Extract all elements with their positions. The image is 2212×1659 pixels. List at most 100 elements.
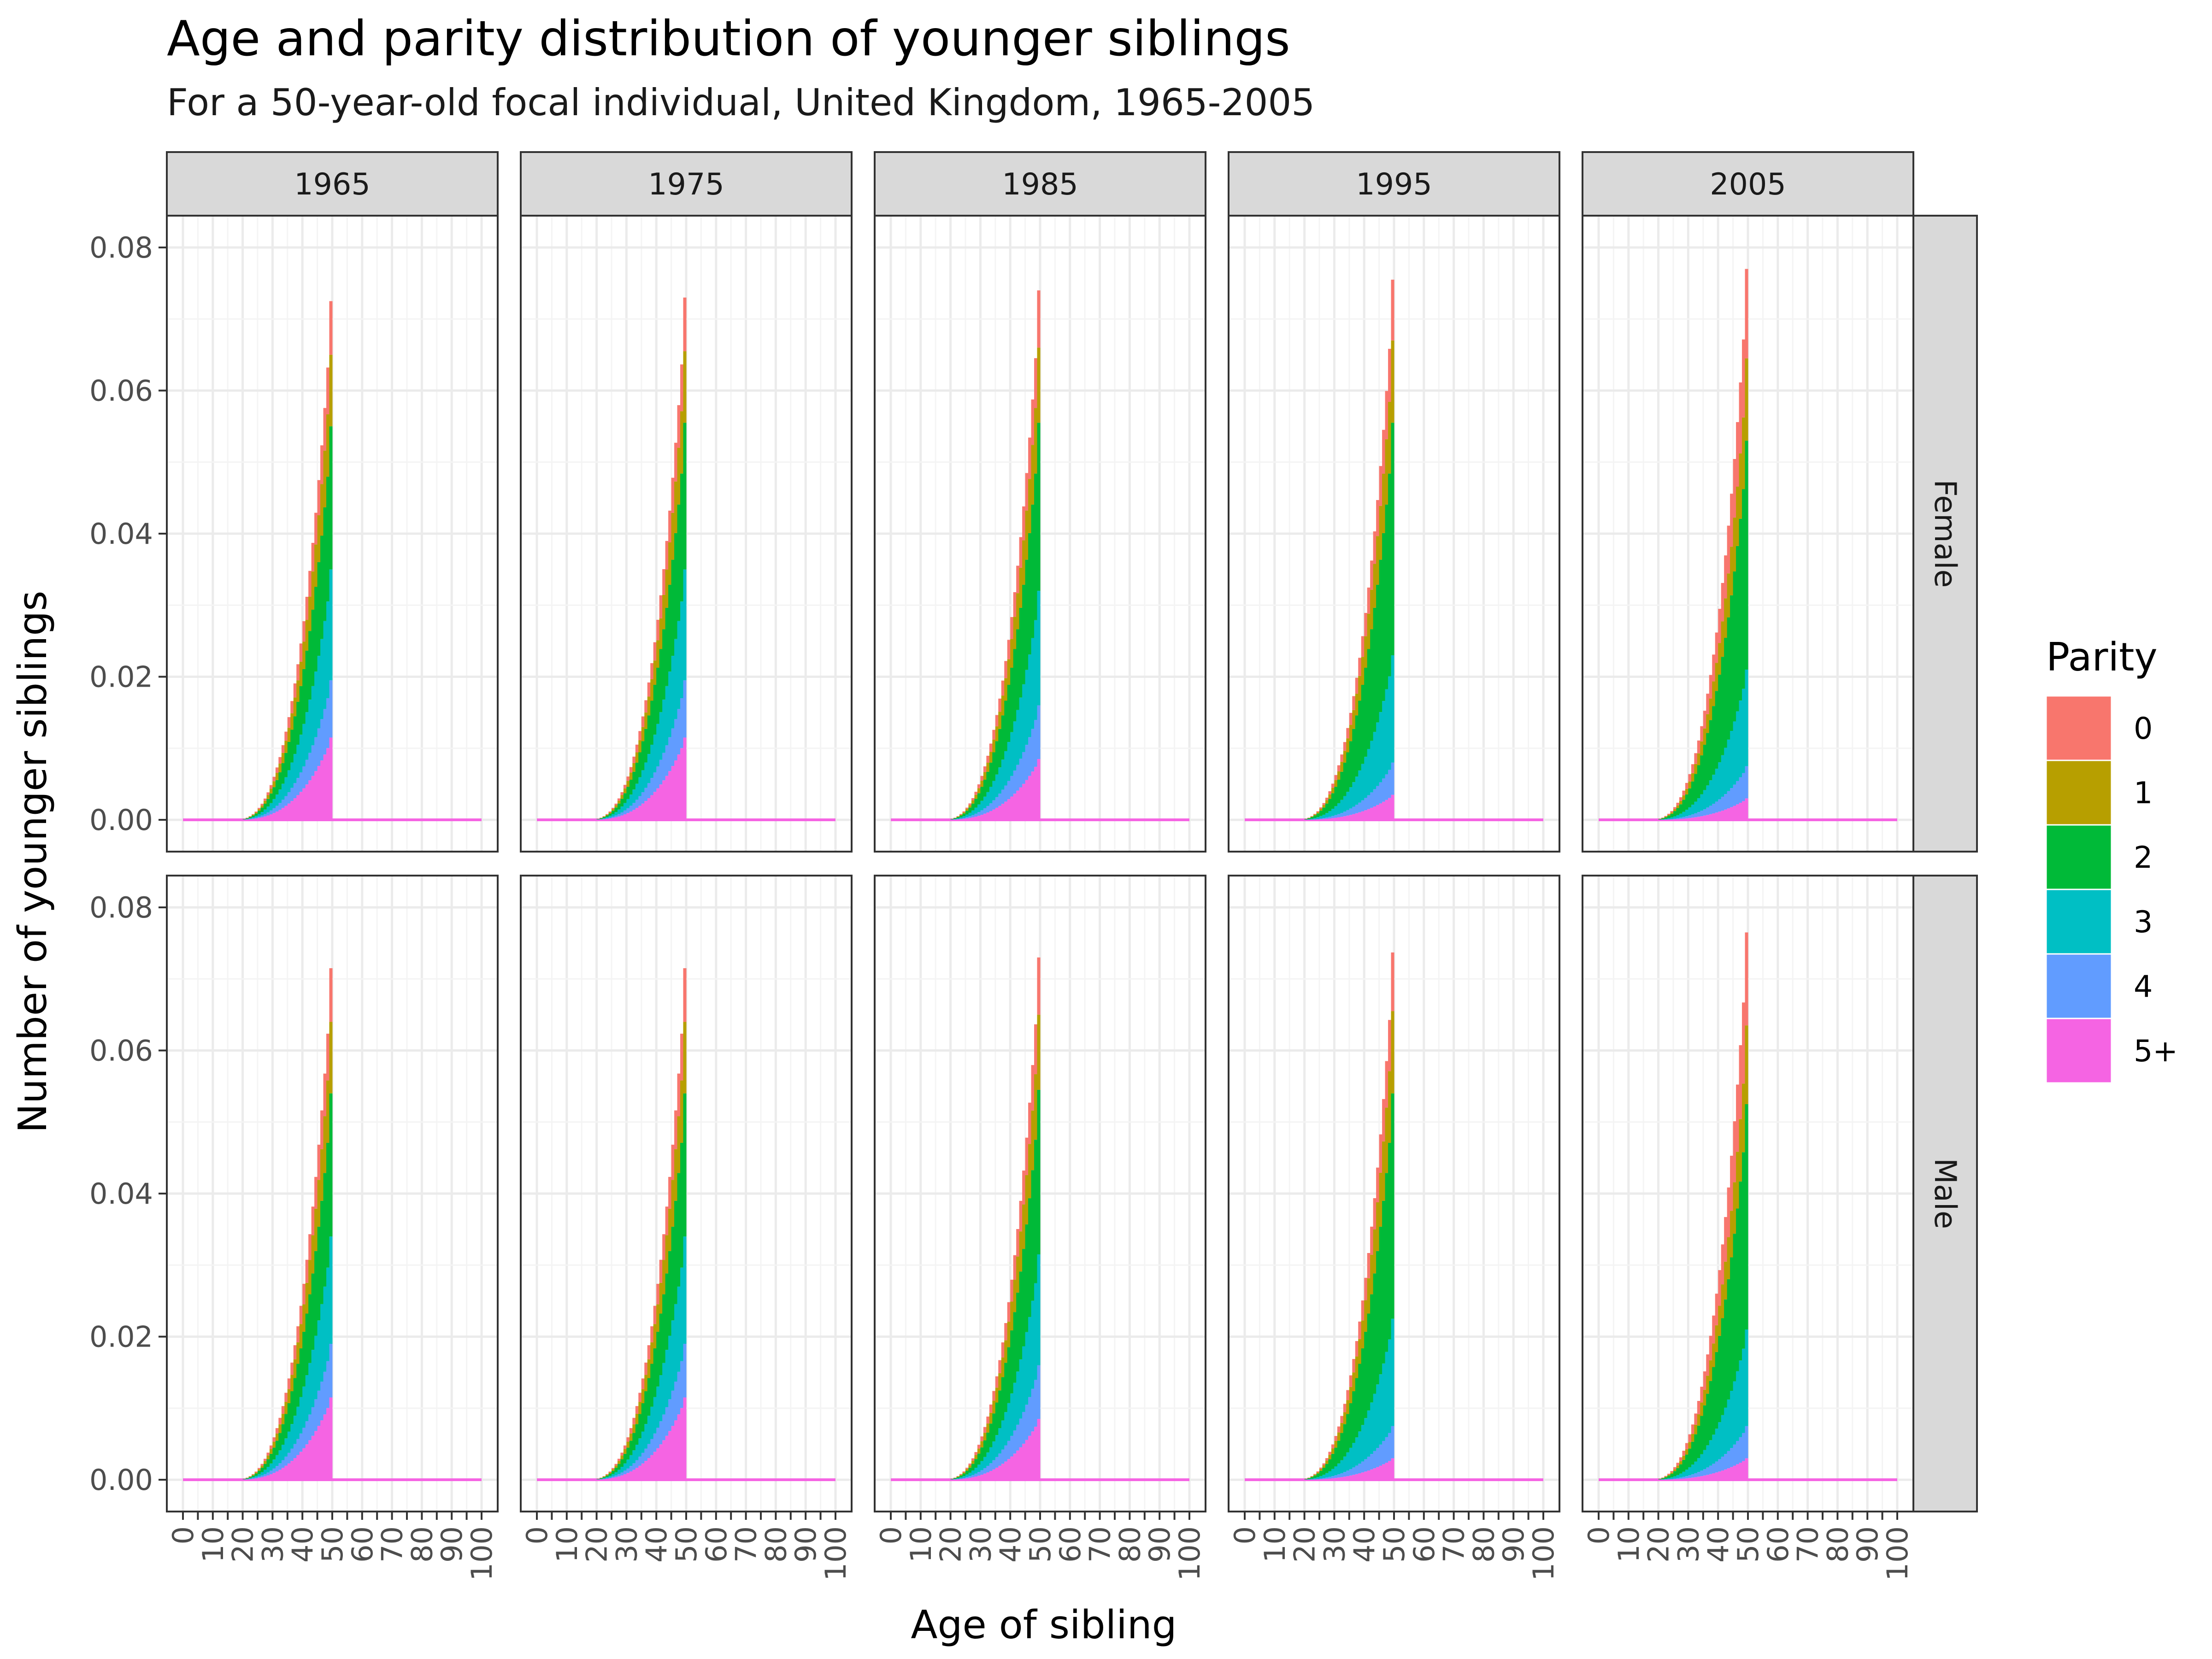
bar-segment-parity-5+ (1373, 1468, 1377, 1480)
bar-segment-parity-5+ (1319, 819, 1323, 820)
bar-segment-parity-4 (302, 1428, 306, 1448)
bar-segment-parity-5+ (1730, 807, 1734, 820)
bar-segment-parity-0 (1310, 1476, 1314, 1477)
bar-segment-parity-5+ (600, 819, 603, 820)
bar-segment-parity-3 (1337, 803, 1341, 814)
bar-segment-parity-5+ (1715, 812, 1718, 820)
bar-segment-parity-0 (1706, 694, 1710, 714)
bar-segment-parity-1 (995, 726, 999, 741)
bar-segment-parity-2 (1328, 1459, 1332, 1471)
bar-segment-parity-0 (662, 569, 666, 595)
bar-segment-parity-2 (1388, 473, 1392, 677)
bar-segment-parity-1 (1376, 536, 1380, 585)
legend-key-2 (2045, 824, 2112, 890)
bar-segment-parity-0 (1391, 952, 1394, 1012)
bar-segment-parity-5+ (977, 816, 981, 820)
bar-segment-parity-1 (998, 712, 1002, 729)
bar-segment-parity-2 (980, 787, 984, 801)
bar-segment-parity-3 (677, 621, 681, 709)
bar-segment-parity-2 (1013, 649, 1017, 722)
bar-segment-parity-3 (1370, 1402, 1374, 1454)
bar-segment-parity-4 (1361, 800, 1365, 812)
bar-segment-parity-4 (683, 1344, 687, 1398)
bar-segment-parity-4 (1340, 1473, 1344, 1477)
bar-segment-parity-2 (263, 803, 267, 810)
bar-segment-parity-0 (1679, 1457, 1683, 1461)
bar-segment-parity-2 (308, 631, 312, 700)
bar-segment-parity-0 (1346, 1390, 1350, 1400)
bar-segment-parity-3 (284, 1438, 288, 1457)
bar-segment-parity-0 (623, 785, 627, 788)
bar-segment-parity-2 (278, 772, 282, 790)
bar-segment-parity-1 (962, 812, 966, 814)
bar-segment-parity-0 (983, 1427, 987, 1433)
bar-segment-parity-1 (1736, 1152, 1740, 1209)
bar-segment-parity-0 (995, 715, 999, 727)
bar-segment-parity-1 (1037, 1014, 1041, 1090)
bar-segment-parity-0 (632, 1418, 636, 1424)
bar-segment-parity-5+ (1349, 815, 1353, 820)
bar-segment-parity-1 (683, 1022, 687, 1094)
bar-segment-parity-0 (1013, 1255, 1017, 1280)
bar-segment-parity-4 (1706, 807, 1710, 815)
legend-label-4: 4 (2134, 970, 2153, 1004)
bar-segment-parity-2 (1709, 720, 1712, 781)
bar-segment-parity-3 (1667, 818, 1671, 819)
bar-segment-parity-2 (612, 1471, 615, 1474)
bar-segment-parity-3 (278, 1450, 282, 1464)
bar-segment-parity-1 (293, 697, 297, 717)
bar-segment-parity-2 (971, 1464, 975, 1471)
bar-segment-parity-4 (1682, 1477, 1686, 1479)
bar-segment-parity-3 (974, 1468, 978, 1474)
bar-segment-parity-5+ (1373, 806, 1377, 820)
x-tick-label: 30 (1671, 1526, 1705, 1563)
bar-segment-parity-0 (1034, 1024, 1038, 1075)
bar-segment-parity-4 (1367, 795, 1371, 809)
bar-segment-parity-1 (647, 1359, 651, 1378)
bar-segment-parity-3 (620, 1467, 624, 1473)
bar-segment-parity-3 (959, 1477, 963, 1479)
bar-segment-parity-1 (1031, 445, 1035, 505)
bar-segment-parity-0 (290, 1362, 294, 1375)
bar-segment-parity-3 (1685, 1470, 1688, 1477)
bar-segment-parity-0 (1355, 1341, 1359, 1357)
bar-segment-parity-1 (1676, 1465, 1680, 1468)
bar-segment-parity-1 (1670, 1472, 1674, 1474)
bar-segment-parity-4 (1730, 788, 1734, 807)
bar-segment-parity-5+ (1673, 1479, 1677, 1480)
bar-segment-parity-5+ (1022, 1443, 1026, 1480)
bar-segment-parity-2 (1322, 807, 1326, 815)
bar-segment-parity-2 (1688, 1448, 1692, 1467)
bar-segment-parity-2 (314, 1251, 318, 1336)
bar-segment-parity-4 (258, 1477, 261, 1478)
bar-segment-parity-3 (608, 816, 612, 818)
bar-segment-parity-3 (647, 754, 651, 783)
bar-segment-parity-5+ (258, 1477, 261, 1480)
bar-segment-parity-0 (629, 1428, 633, 1434)
bar-segment-parity-0 (1688, 774, 1692, 782)
bar-segment-parity-2 (965, 811, 969, 815)
bar-segment-parity-2 (614, 1468, 618, 1472)
bar-segment-parity-5+ (1385, 800, 1388, 820)
bar-segment-parity-3 (296, 744, 300, 778)
bar-segment-parity-0 (674, 442, 678, 482)
bar-segment-parity-1 (1319, 1469, 1323, 1471)
bar-segment-parity-3 (617, 809, 621, 814)
bar-segment-parity-2 (1307, 1478, 1311, 1479)
bar-segment-parity-0 (252, 1474, 255, 1475)
strip-column-2005 (1582, 151, 1914, 217)
bar-segment-parity-3 (629, 1455, 633, 1466)
bar-segment-parity-3 (1694, 1461, 1698, 1473)
bar-segment-parity-2 (326, 1142, 330, 1268)
bar-segment-parity-3 (1706, 1445, 1710, 1468)
bar-segment-parity-4 (302, 766, 306, 788)
bar-segment-parity-5+ (626, 813, 630, 820)
bar-segment-parity-1 (1358, 1339, 1362, 1364)
bar-segment-parity-4 (1355, 1465, 1359, 1474)
bar-segment-parity-5+ (272, 1473, 276, 1480)
bar-segment-parity-5+ (296, 795, 300, 820)
bar-segment-parity-3 (1661, 819, 1665, 820)
bar-segment-parity-1 (308, 1260, 312, 1294)
bar-segment-parity-4 (677, 1371, 681, 1415)
bar-segment-parity-2 (983, 1440, 987, 1457)
